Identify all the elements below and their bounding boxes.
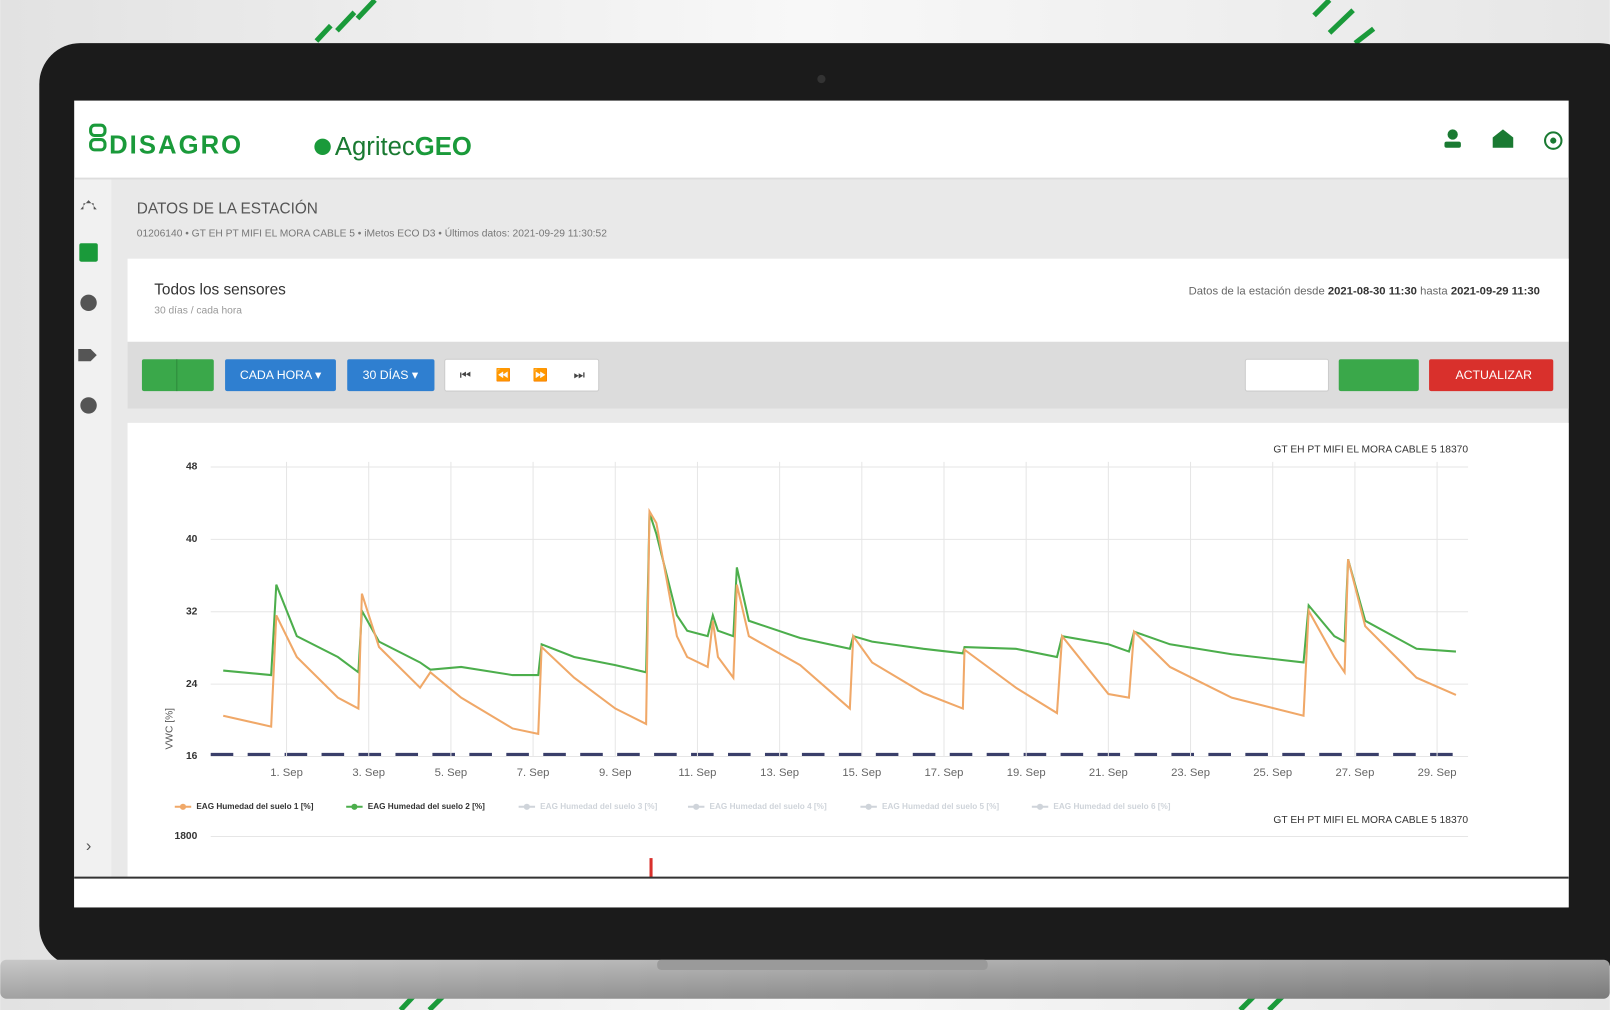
chart-title: GT EH PT MIFI EL MORA CABLE 5 18370 xyxy=(1273,444,1468,455)
y-tick-label: 32 xyxy=(186,606,198,617)
user-icon[interactable] xyxy=(1448,129,1458,139)
hinge xyxy=(657,960,988,970)
sidebar xyxy=(74,180,111,878)
interval-label: CADA HORA ▾ xyxy=(240,368,321,382)
legend-marker xyxy=(180,804,186,810)
brand-geo: GEO xyxy=(415,133,472,161)
legend-marker xyxy=(1037,804,1043,810)
card xyxy=(128,259,1569,342)
brand-agritec-text: Agritec xyxy=(335,133,415,161)
legend-marker xyxy=(351,804,357,810)
y-tick-label: 24 xyxy=(186,679,198,690)
legend-marker xyxy=(524,804,530,810)
range-to: 2021-09-29 11:30 xyxy=(1451,285,1540,297)
nav-last[interactable]: ⏭ xyxy=(574,368,585,382)
chart-title: GT EH PT MIFI EL MORA CABLE 5 18370 xyxy=(1273,815,1468,826)
legend-label: EAG Humedad del suelo 3 [%] xyxy=(540,802,657,811)
y-tick-label: 16 xyxy=(186,751,198,762)
x-tick-label: 5. Sep xyxy=(435,767,468,779)
nav-next[interactable]: ⏩ xyxy=(533,367,548,382)
x-tick-label: 25. Sep xyxy=(1253,767,1292,779)
settings-icon[interactable] xyxy=(80,397,96,413)
screenshot: DISAGRO AgritecGEO › DATOS DE LA ESTACIÓ… xyxy=(0,0,1610,1010)
export-buttons[interactable] xyxy=(1245,359,1328,391)
x-tick-label: 17. Sep xyxy=(925,767,964,779)
x-tick-label: 29. Sep xyxy=(1418,767,1457,779)
range-mid: hasta xyxy=(1420,285,1448,297)
legend-marker xyxy=(866,804,872,810)
screen-footer xyxy=(74,878,1568,908)
range-from: 2021-08-30 11:30 xyxy=(1328,285,1417,297)
legend-label: EAG Humedad del suelo 6 [%] xyxy=(1053,802,1170,811)
x-tick-label: 27. Sep xyxy=(1335,767,1374,779)
date-range: Datos de la estación desde 2021-08-30 11… xyxy=(1189,285,1540,297)
page: DISAGRO AgritecGEO › DATOS DE LA ESTACIÓ… xyxy=(0,0,1610,1010)
nav-prev[interactable]: ⏪ xyxy=(496,367,511,382)
view-buttons[interactable] xyxy=(1339,359,1419,391)
calendar-button[interactable] xyxy=(142,359,214,391)
expand-icon[interactable]: › xyxy=(86,837,91,855)
x-tick-label: 11. Sep xyxy=(678,767,716,779)
brand-disagro: DISAGRO xyxy=(109,132,243,160)
camera xyxy=(817,75,825,83)
chart-icon[interactable] xyxy=(79,243,97,261)
x-tick-label: 9. Sep xyxy=(599,767,632,779)
station-title: DATOS DE LA ESTACIÓN xyxy=(137,200,318,217)
x-tick-label: 21. Sep xyxy=(1089,767,1128,779)
legend-label: EAG Humedad del suelo 4 [%] xyxy=(710,802,827,811)
x-tick-label: 7. Sep xyxy=(517,767,550,779)
legend-label: EAG Humedad del suelo 2 [%] xyxy=(368,802,485,811)
x-tick-label: 19. Sep xyxy=(1007,767,1046,779)
card-title: Todos los sensores xyxy=(154,282,286,299)
nav-first[interactable]: ⏮ xyxy=(460,368,471,382)
user-icon-body[interactable] xyxy=(1444,142,1460,148)
range-prefix: Datos de la estación desde xyxy=(1189,285,1325,297)
legend-marker xyxy=(693,804,699,810)
period-label: 30 DÍAS ▾ xyxy=(363,367,418,382)
weather-icon[interactable] xyxy=(80,295,96,311)
signal-dot xyxy=(1550,138,1556,144)
x-tick-label: 23. Sep xyxy=(1171,767,1210,779)
refresh-label: ACTUALIZAR xyxy=(1455,368,1532,382)
y-axis-label: VWC [%] xyxy=(164,708,175,750)
x-tick-label: 3. Sep xyxy=(352,767,385,779)
y-tick-label: 1800 xyxy=(175,831,198,842)
station-subtitle: 01206140 • GT EH PT MIFI EL MORA CABLE 5… xyxy=(137,227,607,240)
legend-label: EAG Humedad del suelo 1 [%] xyxy=(196,802,313,811)
card-subtitle: 30 días / cada hora xyxy=(154,306,242,317)
brand-agritec: AgritecGEO xyxy=(335,133,472,161)
x-tick-label: 1. Sep xyxy=(270,767,303,779)
x-tick-label: 15. Sep xyxy=(842,767,881,779)
globe-icon xyxy=(314,139,330,155)
x-tick-label: 13. Sep xyxy=(760,767,799,779)
legend-label: EAG Humedad del suelo 5 [%] xyxy=(882,802,999,811)
y-tick-label: 40 xyxy=(186,534,198,545)
chart-area xyxy=(128,423,1569,878)
y-tick-label: 48 xyxy=(186,462,198,473)
